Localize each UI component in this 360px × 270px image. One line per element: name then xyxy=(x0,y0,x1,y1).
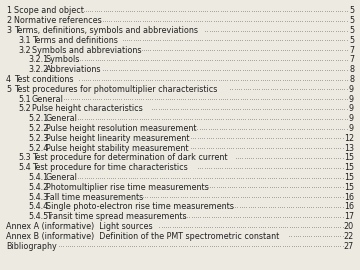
Text: 15: 15 xyxy=(344,173,354,182)
Text: General: General xyxy=(46,173,78,182)
Text: 5.4.5: 5.4.5 xyxy=(28,212,48,221)
Text: 15: 15 xyxy=(344,153,354,162)
Text: Single photo-electron rise time measurements: Single photo-electron rise time measurem… xyxy=(46,202,234,211)
Text: Test conditions: Test conditions xyxy=(14,75,73,84)
Text: Bibliography: Bibliography xyxy=(6,242,57,251)
Text: 7: 7 xyxy=(349,55,354,65)
Text: Terms and definitions: Terms and definitions xyxy=(32,36,118,45)
Text: Annex A (informative)  Light sources: Annex A (informative) Light sources xyxy=(6,222,153,231)
Text: 5.3: 5.3 xyxy=(18,153,31,162)
Text: Transit time spread measurements: Transit time spread measurements xyxy=(46,212,186,221)
Text: Pulse height resolution measurement: Pulse height resolution measurement xyxy=(46,124,197,133)
Text: 9: 9 xyxy=(349,114,354,123)
Text: 5: 5 xyxy=(349,36,354,45)
Text: 3: 3 xyxy=(6,26,11,35)
Text: 5.4.2: 5.4.2 xyxy=(28,183,48,192)
Text: General: General xyxy=(46,114,78,123)
Text: 16: 16 xyxy=(344,193,354,202)
Text: 5.2.2: 5.2.2 xyxy=(28,124,48,133)
Text: 9: 9 xyxy=(349,124,354,133)
Text: 5.2.4: 5.2.4 xyxy=(28,144,48,153)
Text: 5.4.3: 5.4.3 xyxy=(28,193,48,202)
Text: Terms, definitions, symbols and abbreviations: Terms, definitions, symbols and abbrevia… xyxy=(14,26,198,35)
Text: 9: 9 xyxy=(349,85,354,94)
Text: 22: 22 xyxy=(344,232,354,241)
Text: Pulse height characteristics: Pulse height characteristics xyxy=(32,104,143,113)
Text: 5: 5 xyxy=(349,6,354,15)
Text: Annex B (informative)  Definition of the PMT spectrometric constant: Annex B (informative) Definition of the … xyxy=(6,232,279,241)
Text: 15: 15 xyxy=(344,163,354,172)
Text: 5.4: 5.4 xyxy=(18,163,31,172)
Text: Test procedure for time characteristics: Test procedure for time characteristics xyxy=(32,163,188,172)
Text: 16: 16 xyxy=(344,202,354,211)
Text: 5: 5 xyxy=(6,85,11,94)
Text: 20: 20 xyxy=(344,222,354,231)
Text: 5.4.1: 5.4.1 xyxy=(28,173,48,182)
Text: 5.2.3: 5.2.3 xyxy=(28,134,48,143)
Text: Test procedures for photomultiplier characteristics: Test procedures for photomultiplier char… xyxy=(14,85,217,94)
Text: Photomultiplier rise time measurements: Photomultiplier rise time measurements xyxy=(46,183,209,192)
Text: 5.1: 5.1 xyxy=(18,94,31,104)
Text: 3.1: 3.1 xyxy=(18,36,31,45)
Text: Abbreviations: Abbreviations xyxy=(46,65,102,74)
Text: 4: 4 xyxy=(6,75,11,84)
Text: Scope and object: Scope and object xyxy=(14,6,84,15)
Text: Normative references: Normative references xyxy=(14,16,102,25)
Text: 7: 7 xyxy=(349,46,354,55)
Text: Fall time measurements: Fall time measurements xyxy=(46,193,143,202)
Text: 9: 9 xyxy=(349,94,354,104)
Text: 5: 5 xyxy=(349,16,354,25)
Text: 5.2.1: 5.2.1 xyxy=(28,114,48,123)
Text: 1: 1 xyxy=(6,6,11,15)
Text: Pulse height stability measurement: Pulse height stability measurement xyxy=(46,144,189,153)
Text: 3.2.2: 3.2.2 xyxy=(28,65,48,74)
Text: 12: 12 xyxy=(344,134,354,143)
Text: Test procedure for determination of dark current: Test procedure for determination of dark… xyxy=(32,153,228,162)
Text: 17: 17 xyxy=(344,212,354,221)
Text: 15: 15 xyxy=(344,183,354,192)
Text: 8: 8 xyxy=(349,75,354,84)
Text: 5: 5 xyxy=(349,26,354,35)
Text: General: General xyxy=(32,94,64,104)
Text: 3.2: 3.2 xyxy=(18,46,31,55)
Text: Symbols and abbreviations: Symbols and abbreviations xyxy=(32,46,141,55)
Text: Symbols: Symbols xyxy=(46,55,80,65)
Text: 13: 13 xyxy=(344,144,354,153)
Text: 27: 27 xyxy=(344,242,354,251)
Text: 2: 2 xyxy=(6,16,11,25)
Text: 9: 9 xyxy=(349,104,354,113)
Text: 8: 8 xyxy=(349,65,354,74)
Text: 5.2: 5.2 xyxy=(18,104,31,113)
Text: 3.2.1: 3.2.1 xyxy=(28,55,48,65)
Text: Pulse height linearity measurement: Pulse height linearity measurement xyxy=(46,134,189,143)
Text: 5.4.4: 5.4.4 xyxy=(28,202,48,211)
